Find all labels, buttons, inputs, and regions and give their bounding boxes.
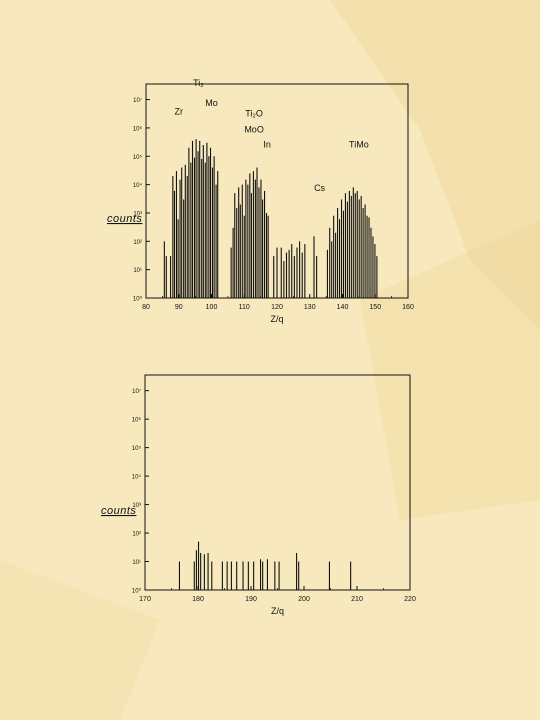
y-tick-label: 10⁴ (133, 182, 143, 189)
x-tick-label: 80 (142, 304, 150, 311)
y-tick-label: 10⁵ (132, 445, 142, 452)
y-tick-label: 10² (133, 240, 142, 246)
y-tick-label: 10⁰ (132, 588, 142, 595)
y-tick-label: 10² (132, 532, 141, 538)
y-tick-label: 10³ (132, 503, 141, 509)
y-tick-label: 10¹ (133, 268, 142, 274)
peak-label: Mo (205, 98, 218, 108)
x-tick-label: 180 (192, 596, 204, 603)
background-shape (330, 0, 540, 330)
x-tick-label: 90 (175, 304, 183, 311)
x-tick-label: 100 (206, 304, 218, 311)
x-tick-label: 130 (304, 304, 316, 311)
peak-label: Cs (314, 183, 325, 193)
y-tick-label: 10⁴ (132, 474, 142, 481)
x-tick-label: 200 (298, 596, 310, 603)
x-axis-label: Z/q (271, 606, 284, 616)
y-tick-label: 10⁵ (133, 154, 143, 161)
peak-label: TiMo (349, 140, 369, 150)
x-tick-label: 160 (402, 304, 414, 311)
peak-label: MoO (244, 124, 264, 134)
x-tick-label: 110 (239, 304, 250, 311)
y-tick-label: 10¹ (132, 560, 141, 566)
x-tick-label: 120 (271, 304, 283, 311)
peak-label: Zr (175, 106, 184, 116)
y-tick-label: 10⁷ (133, 97, 142, 104)
x-tick-label: 220 (404, 596, 416, 603)
x-tick-label: 190 (245, 596, 257, 603)
x-tick-label: 150 (369, 304, 381, 311)
x-tick-label: 170 (139, 596, 151, 603)
y-tick-label: 10³ (133, 211, 142, 217)
y-axis-label: counts (107, 213, 142, 225)
x-axis-label: Z/q (270, 314, 283, 324)
y-tick-label: 10⁰ (133, 296, 143, 303)
plot-frame (144, 374, 411, 591)
x-tick-label: 210 (351, 596, 363, 603)
background-shape (360, 220, 540, 520)
y-tick-label: 10⁶ (132, 417, 142, 424)
peak-label: In (263, 140, 271, 150)
y-axis-label: counts (101, 505, 136, 517)
y-tick-label: 10⁷ (132, 388, 141, 395)
x-tick-label: 140 (337, 304, 349, 311)
background-shape (0, 560, 160, 720)
peak-label: Ti₂O (245, 109, 263, 119)
y-tick-label: 10⁶ (133, 125, 143, 132)
peak-label: Ti₂ (193, 78, 204, 88)
